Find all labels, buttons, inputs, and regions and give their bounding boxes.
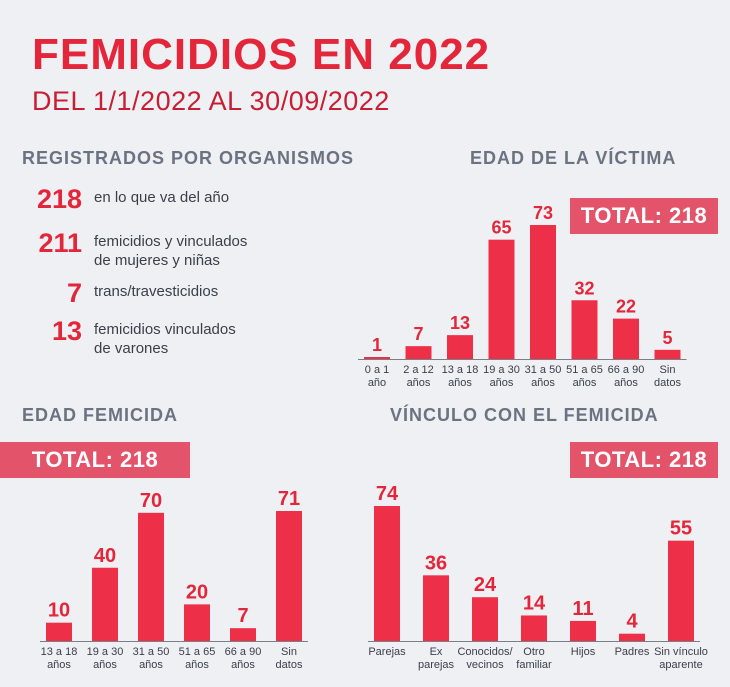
stat-value: 218 <box>36 184 82 214</box>
bar <box>46 622 72 641</box>
bar <box>472 597 498 641</box>
data-label: 55 <box>670 518 692 540</box>
category-label: 66 a 90 años <box>225 646 262 671</box>
stat-label: trans/travesticidios <box>94 283 219 300</box>
category-label: Sin datos <box>276 646 303 671</box>
data-label: 71 <box>278 488 300 510</box>
stat-value: 7 <box>66 278 82 308</box>
data-label: 36 <box>425 552 447 574</box>
bar <box>654 349 681 359</box>
category-label: 31 a 50 años <box>525 364 562 389</box>
bar <box>92 567 118 641</box>
category-label: 51 a 65 años <box>566 364 603 389</box>
data-label: 65 <box>491 218 511 238</box>
data-label: 1 <box>372 335 382 355</box>
data-label: 11 <box>572 598 593 620</box>
category-label: 19 a 30 años <box>87 646 124 671</box>
stat-femicidios-vinculados: 211 femicidios y vinculados de mujeres y… <box>0 228 340 269</box>
bar <box>530 225 556 359</box>
vinculo-heading: VÍNCULO CON EL FEMICIDA <box>390 405 659 425</box>
data-label: 7 <box>413 324 423 344</box>
data-label: 10 <box>48 600 70 622</box>
category-label: Padres <box>615 646 650 658</box>
data-label: 40 <box>94 545 116 567</box>
page-title: FEMICIDIOS EN 2022 <box>32 30 491 79</box>
bar <box>570 620 596 641</box>
category-label: Conocidos/vecinos <box>457 646 513 671</box>
category-label: 66 a 90 años <box>608 364 645 389</box>
data-label: 70 <box>140 490 162 512</box>
bar <box>364 357 390 359</box>
stat-label: femicidios vinculados de varones <box>94 321 236 357</box>
category-label: 0 a 1 año <box>365 364 389 389</box>
data-label: 32 <box>574 278 594 298</box>
data-label: 73 <box>533 203 553 223</box>
data-label: 5 <box>662 328 672 348</box>
category-label: Otro familiar <box>516 646 552 671</box>
data-label: 22 <box>616 297 636 317</box>
bar <box>405 346 432 359</box>
bar <box>374 506 400 641</box>
bar <box>619 633 645 641</box>
edad-victima-heading: EDAD DE LA VÍCTIMA <box>470 148 677 168</box>
data-label: 74 <box>376 483 399 505</box>
edad-femicida-total-badge: TOTAL: 218 <box>0 442 190 478</box>
data-label: 14 <box>523 592 546 614</box>
category-label: 31 a 50 años <box>133 646 170 671</box>
bar <box>613 318 639 359</box>
data-label: 7 <box>237 605 248 627</box>
category-label: 19 a 30 años <box>483 364 520 389</box>
page-subtitle: DEL 1/1/2022 AL 30/09/2022 <box>32 86 390 116</box>
data-label: 24 <box>474 574 497 596</box>
category-label: 2 a 12 años <box>403 364 434 389</box>
category-label: 51 a 65 años <box>179 646 216 671</box>
stat-vinculados-varones: 13 femicidios vinculados de varones <box>0 316 340 357</box>
category-label: Parejas <box>368 646 406 658</box>
bar <box>571 300 598 359</box>
bar <box>668 540 694 641</box>
data-label: 4 <box>626 611 638 633</box>
stat-label: femicidios y vinculados de mujeres y niñ… <box>94 233 248 269</box>
stat-total-year: 218 en lo que va del año <box>0 184 340 224</box>
category-label: Ex parejas <box>418 646 455 671</box>
bar <box>423 575 449 641</box>
edad-victima-total-badge: TOTAL: 218 <box>570 198 718 234</box>
bar <box>488 239 515 359</box>
vinculo-total-badge: TOTAL: 218 <box>570 442 718 478</box>
category-label: 13 a 18 años <box>41 646 78 671</box>
bar <box>276 511 302 641</box>
bar <box>230 628 256 641</box>
category-label: Sin datos <box>654 364 681 389</box>
stat-label: en lo que va del año <box>94 189 230 206</box>
bar <box>138 512 164 641</box>
registrados-heading: REGISTRADOS POR ORGANISMOS <box>22 148 355 168</box>
data-label: 20 <box>186 581 208 603</box>
category-label: Sin vínculo aparente <box>654 646 708 671</box>
bar <box>521 615 547 641</box>
stat-value: 211 <box>38 228 82 258</box>
category-label: Hijos <box>571 646 596 658</box>
category-label: 13 a 18 años <box>442 364 479 389</box>
bar <box>184 604 210 641</box>
data-label: 13 <box>450 313 470 333</box>
bar <box>447 335 473 359</box>
edad-femicida-heading: EDAD FEMICIDA <box>22 405 178 425</box>
stat-trans-travesticidios: 7 trans/travesticidios <box>0 278 340 318</box>
stat-value: 13 <box>51 316 82 346</box>
